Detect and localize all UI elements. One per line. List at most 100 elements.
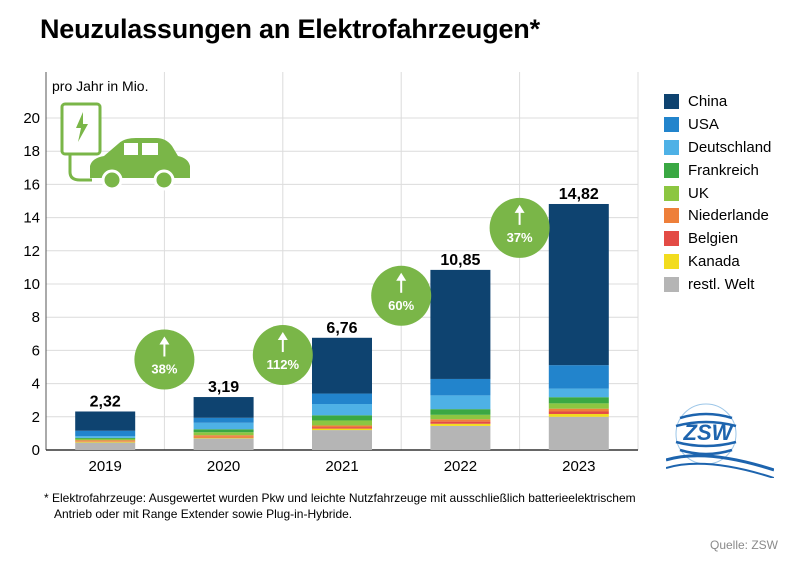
legend-item: Deutschland <box>664 136 771 159</box>
bar-segment <box>312 393 372 405</box>
bar-segment <box>312 425 372 428</box>
source-label: Quelle: ZSW <box>709 538 778 552</box>
bar-segment <box>430 421 491 424</box>
bar-segment <box>548 408 609 412</box>
bar-segment <box>430 419 491 422</box>
logo-text: ZSW <box>683 420 735 445</box>
bar-segment <box>75 440 136 442</box>
growth-badge: 112% <box>252 325 313 386</box>
bar-segment <box>430 378 491 396</box>
bar-segment <box>193 417 254 423</box>
zsw-logo: ZSW <box>666 403 774 478</box>
x-tick-label: 2019 <box>89 458 122 475</box>
bar-segment <box>193 429 254 433</box>
growth-badge: 60% <box>371 265 432 326</box>
ev-charging-car-icon <box>60 102 190 191</box>
bar-segment <box>548 413 609 417</box>
bar-segment <box>548 397 609 404</box>
bar-total-label: 14,82 <box>559 186 599 203</box>
legend-item: China <box>664 90 771 113</box>
bar-segment <box>548 411 609 414</box>
bar-segment <box>75 441 136 443</box>
legend-label: Niederlande <box>688 207 769 225</box>
bar-total-label: 10,85 <box>440 252 480 269</box>
footnote-line-2: Antrieb oder mit Range Extender sowie Pl… <box>54 507 353 521</box>
bar-segment <box>312 430 372 450</box>
chart-legend: China USA Deutschland Frankreich UK Niederlan… <box>664 90 771 296</box>
legend-item: UK <box>664 182 771 205</box>
bar-total-label: 3,19 <box>208 379 239 396</box>
growth-arrow-icon <box>159 336 170 357</box>
x-tick-label: 2022 <box>444 458 477 475</box>
legend-label: China <box>688 92 728 110</box>
bar-segment <box>75 411 136 431</box>
bar-segment <box>548 388 609 398</box>
bar-segment <box>548 416 609 450</box>
legend-swatch <box>664 139 679 155</box>
legend-item: restl. Welt <box>664 273 771 296</box>
bar-segment <box>312 337 372 394</box>
x-tick-label: 2021 <box>325 458 358 475</box>
bar-segment <box>430 425 491 450</box>
legend-item: Belgien <box>664 227 771 250</box>
x-tick-label: 2023 <box>562 458 595 475</box>
y-tick-label: 20 <box>23 110 40 127</box>
bar-segment <box>75 438 136 441</box>
y-tick-label: 4 <box>32 376 40 393</box>
legend-swatch <box>664 116 679 132</box>
legend-item: Frankreich <box>664 159 771 182</box>
growth-arrow-head <box>396 272 407 281</box>
bar-segment <box>193 435 254 437</box>
bar-total-label: 6,76 <box>326 320 357 337</box>
growth-circle <box>371 265 432 326</box>
growth-label: 112% <box>267 357 300 372</box>
bar-segment <box>75 430 136 437</box>
bar-segment <box>193 437 254 439</box>
y-tick-label: 2 <box>32 409 40 426</box>
growth-arrow-head <box>277 332 288 341</box>
bar-segment <box>430 414 491 420</box>
legend-label: Kanada <box>688 253 740 271</box>
bar-segment <box>312 428 372 431</box>
y-tick-label: 12 <box>23 243 40 260</box>
growth-circle <box>134 329 195 390</box>
bar-segment <box>193 432 254 436</box>
y-tick-label: 10 <box>23 276 40 293</box>
legend-swatch <box>664 254 679 270</box>
legend-swatch <box>664 208 679 224</box>
footnote: * Elektrofahrzeuge: Ausgewertet wurden P… <box>44 490 744 522</box>
y-tick-label: 6 <box>32 342 40 359</box>
bar-segment <box>75 436 136 438</box>
legend-label: Frankreich <box>688 161 759 179</box>
y-tick-label: 0 <box>32 442 40 459</box>
growth-arrow-icon <box>277 332 288 353</box>
bar-segment <box>193 397 254 418</box>
bar-segment <box>75 437 136 439</box>
bar-segment <box>193 422 254 430</box>
x-tick-label: 2020 <box>207 458 240 475</box>
legend-item: Kanada <box>664 250 771 273</box>
bar-segment <box>548 203 609 366</box>
legend-swatch <box>664 162 679 178</box>
y-tick-label: 14 <box>23 210 40 227</box>
bar-segment <box>430 395 491 410</box>
legend-label: USA <box>688 115 719 133</box>
growth-label: 37% <box>507 230 533 245</box>
growth-badges: 38% 112% 60% 37% <box>134 197 550 390</box>
growth-label: 38% <box>151 361 177 376</box>
bar-segment <box>548 365 609 389</box>
bar-segment <box>312 420 372 426</box>
bar-segment <box>193 436 254 438</box>
bar-segment <box>312 404 372 416</box>
legend-label: UK <box>688 184 709 202</box>
growth-label: 60% <box>388 298 414 313</box>
legend-swatch <box>664 93 679 109</box>
bar-segment <box>430 269 491 379</box>
growth-badge: 38% <box>134 329 195 390</box>
legend-swatch <box>664 185 679 201</box>
growth-arrow-head <box>159 336 170 345</box>
chart-title: Neuzulassungen an Elektrofahrzeugen* <box>40 14 540 44</box>
y-tick-label: 18 <box>23 143 40 160</box>
legend-label: Belgien <box>688 230 739 248</box>
